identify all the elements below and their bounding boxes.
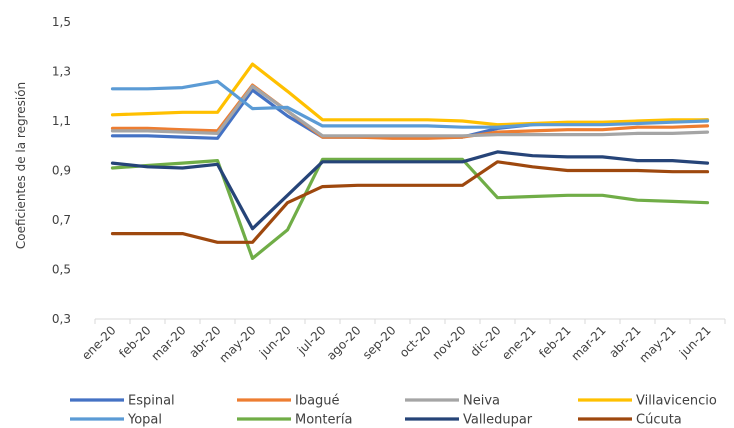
legend: Espinal Ibagué Neiva Villavicencio Yopal Mont… — [70, 394, 717, 428]
series-line-valledupar — [110, 150, 710, 231]
y-tick-label: 0,9 — [52, 164, 71, 178]
x-tick-label: nov-20 — [429, 323, 468, 362]
legend-label: Montería — [295, 413, 352, 428]
legend-label: Neiva — [463, 394, 500, 409]
series-line-villavicencio — [110, 62, 710, 127]
y-tick-label: 0,3 — [52, 312, 71, 326]
x-tick-label: mar-20 — [148, 323, 188, 363]
x-tick-label: mar-21 — [568, 323, 608, 363]
x-tick-label: ago-20 — [324, 323, 364, 363]
series-line-neiva — [110, 84, 710, 138]
x-tick-label: feb-20 — [116, 323, 153, 360]
y-axis-tick-labels: 0,3 0,5 0,7 0,9 1,1 1,3 1,5 — [52, 15, 71, 326]
y-tick-label: 1,1 — [52, 114, 71, 128]
y-tick-label: 0,5 — [52, 263, 71, 277]
series-line-ibagué — [110, 83, 710, 140]
x-tick-label: dic-20 — [467, 323, 503, 359]
x-tick-label: may-20 — [217, 323, 259, 365]
x-axis-ticks — [94, 319, 726, 324]
y-axis-label: Coeficientes de la regresión — [14, 82, 28, 249]
x-tick-label: feb-21 — [536, 323, 573, 360]
x-tick-label: oct-20 — [397, 323, 434, 360]
legend-label: Valledupar — [463, 413, 533, 428]
series-lines — [110, 62, 710, 260]
y-tick-label: 0,7 — [52, 213, 71, 227]
legend-label: Villavicencio — [636, 394, 717, 409]
y-tick-label: 1,3 — [52, 65, 71, 79]
legend-label: Espinal — [128, 394, 175, 409]
x-tick-label: ene-21 — [499, 323, 539, 363]
legend-label: Cúcuta — [636, 413, 682, 428]
legend-label: Ibagué — [295, 394, 340, 409]
x-tick-label: jun-21 — [676, 323, 714, 361]
series-line-cúcuta — [110, 160, 710, 244]
x-tick-label: sep-20 — [360, 323, 399, 362]
series-line-yopal — [110, 79, 710, 129]
series-line-montería — [110, 157, 710, 260]
legend-label: Yopal — [127, 413, 162, 428]
x-tick-label: may-21 — [637, 323, 679, 365]
x-tick-label: jun-20 — [256, 323, 294, 361]
x-tick-label: ene-20 — [79, 323, 119, 363]
y-tick-label: 1,5 — [52, 15, 71, 29]
